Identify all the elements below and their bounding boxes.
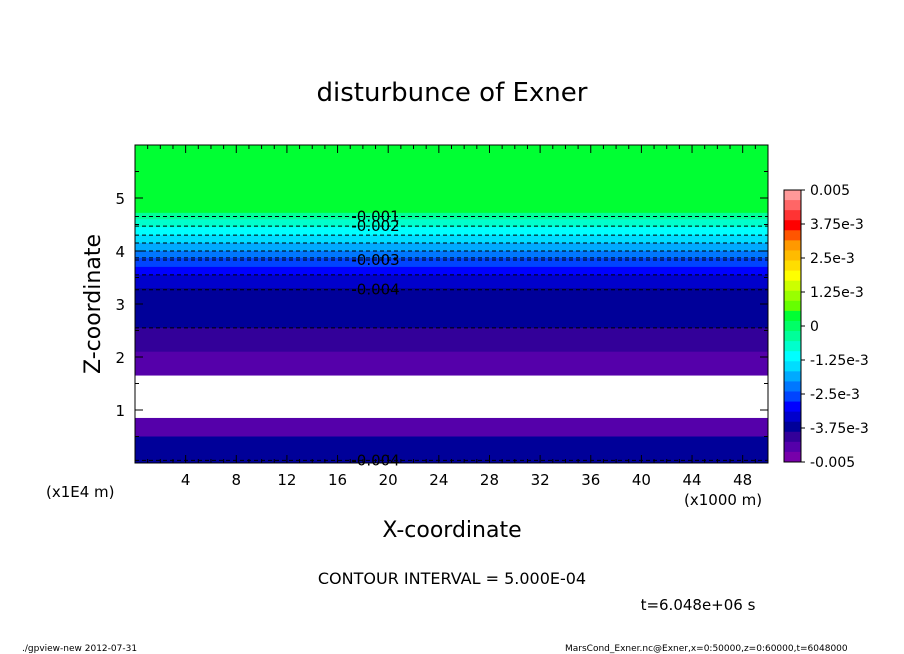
x-tick-label-9: 40 xyxy=(632,471,651,489)
contour-lines xyxy=(135,216,768,461)
footer-right: MarsCond_Exner.nc@Exner,x=0:50000,z=0:60… xyxy=(565,644,848,654)
colorbar-label-6: -2.5e-3 xyxy=(810,387,860,403)
colorbar-labels: 0.005 3.75e-3 2.5e-3 1.25e-3 0 -1.25e-3 -2.5e-… xyxy=(801,183,869,471)
band-9 xyxy=(135,274,768,289)
colorbar-cell-14 xyxy=(784,331,801,342)
colorbar-label-0: 0.005 xyxy=(810,183,850,199)
x-tick-label-0: 4 xyxy=(181,471,191,489)
colorbar-label-1: 3.75e-3 xyxy=(810,217,864,233)
colorbar-cell-7 xyxy=(784,260,801,272)
contour-label-1: -0.002 xyxy=(351,217,399,235)
colorbar-cell-6 xyxy=(784,250,801,262)
x-tick-label-5: 24 xyxy=(429,471,448,489)
colorbar: 0.005 3.75e-3 2.5e-3 1.25e-3 0 -1.25e-3 -2.5e-… xyxy=(783,183,869,471)
x-tick-label-7: 32 xyxy=(531,471,550,489)
colorbar-cell-23 xyxy=(784,421,801,433)
colorbar-cells xyxy=(784,190,801,463)
colorbar-cell-26 xyxy=(784,451,801,463)
band-11 xyxy=(135,327,768,353)
y-unit-label: (x1E4 m) xyxy=(46,483,115,501)
band-4 xyxy=(135,235,768,244)
colorbar-cell-2 xyxy=(784,210,801,221)
colorbar-cell-10 xyxy=(784,290,801,302)
y-tick-label-4: 5 xyxy=(115,190,125,208)
band-13 xyxy=(135,375,768,419)
band-10 xyxy=(135,288,768,329)
colorbar-cell-4 xyxy=(784,230,801,241)
band-5 xyxy=(135,243,768,252)
colorbar-cell-18 xyxy=(784,371,801,382)
colorbar-cell-15 xyxy=(784,341,801,352)
colorbar-cell-3 xyxy=(784,220,801,231)
band-0 xyxy=(135,145,768,214)
colorbar-cell-20 xyxy=(784,391,801,403)
band-7 xyxy=(135,257,768,268)
colorbar-cell-9 xyxy=(784,280,801,292)
colorbar-cell-13 xyxy=(784,320,801,332)
colorbar-cell-0 xyxy=(784,190,801,201)
x-tick-label-2: 12 xyxy=(277,471,296,489)
colorbar-cell-8 xyxy=(784,270,801,282)
y-tick-label-2: 3 xyxy=(115,296,125,314)
time-label: t=6.048e+06 s xyxy=(641,596,756,614)
colorbar-cell-1 xyxy=(784,200,801,211)
x-ticks: 4 8 12 16 20 24 28 32 36 40 44 48 xyxy=(147,145,756,489)
colorbar-cell-22 xyxy=(784,411,801,423)
band-12 xyxy=(135,351,768,377)
contour-label-2: -0.003 xyxy=(351,251,399,269)
x-unit-label: (x1000 m) xyxy=(684,491,762,509)
colorbar-label-8: -0.005 xyxy=(810,455,855,471)
colorbar-cell-5 xyxy=(784,240,801,251)
colorbar-cell-17 xyxy=(784,361,801,372)
x-axis-label: X-coordinate xyxy=(382,518,521,543)
color-bands xyxy=(135,145,768,463)
colorbar-cell-21 xyxy=(784,401,801,413)
colorbar-cell-25 xyxy=(784,441,801,453)
colorbar-label-4: 0 xyxy=(810,319,819,335)
colorbar-cell-12 xyxy=(784,310,801,322)
band-3 xyxy=(135,227,768,236)
plot-area: -0.001-0.002-0.003-0.004-0.004 4 8 12 16 20 2… xyxy=(115,144,769,489)
footer-left: ./gpview-new 2012-07-31 xyxy=(22,644,137,654)
band-6 xyxy=(135,251,768,259)
y-axis-label: Z-coordinate xyxy=(81,234,106,374)
band-8 xyxy=(135,266,768,276)
x-tick-label-1: 8 xyxy=(232,471,242,489)
colorbar-cell-16 xyxy=(784,351,801,362)
band-2 xyxy=(135,219,768,228)
colorbar-label-5: -1.25e-3 xyxy=(810,353,869,369)
contour-label-3: -0.004 xyxy=(351,281,399,299)
x-tick-label-3: 16 xyxy=(328,471,347,489)
y-ticks: 1 2 3 4 5 xyxy=(115,171,768,437)
x-tick-label-10: 44 xyxy=(682,471,701,489)
contour-interval-text: CONTOUR INTERVAL = 5.000E-04 xyxy=(318,569,586,588)
colorbar-label-3: 1.25e-3 xyxy=(810,285,864,301)
colorbar-label-7: -3.75e-3 xyxy=(810,421,869,437)
band-15 xyxy=(135,436,768,463)
x-tick-label-6: 28 xyxy=(480,471,499,489)
y-tick-label-3: 4 xyxy=(115,243,125,261)
x-tick-label-11: 48 xyxy=(733,471,752,489)
y-tick-label-0: 1 xyxy=(115,402,125,420)
colorbar-cell-24 xyxy=(784,431,801,443)
contour-label-0: -0.001 xyxy=(351,208,399,226)
x-tick-label-4: 20 xyxy=(379,471,398,489)
x-tick-label-8: 36 xyxy=(581,471,600,489)
chart-title: disturbunce of Exner xyxy=(317,78,588,108)
colorbar-label-2: 2.5e-3 xyxy=(810,251,855,267)
colorbar-cell-19 xyxy=(784,381,801,392)
y-tick-label-1: 2 xyxy=(115,349,125,367)
colorbar-cell-11 xyxy=(784,300,801,312)
band-14 xyxy=(135,417,768,437)
